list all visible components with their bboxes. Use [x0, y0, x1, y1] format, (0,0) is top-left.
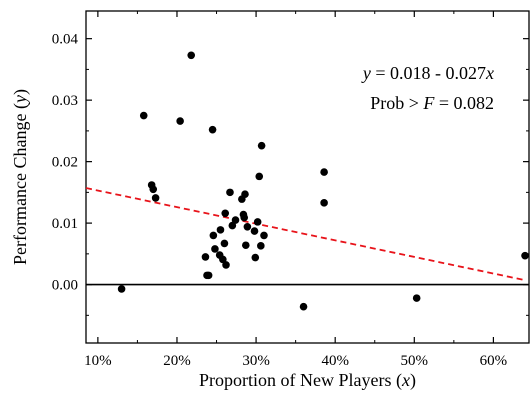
data-point [521, 251, 529, 260]
data-point [320, 199, 328, 207]
data-point [187, 51, 196, 60]
data-point [220, 239, 229, 248]
data-point [226, 188, 234, 197]
data-point [216, 226, 225, 234]
data-point [251, 253, 260, 262]
y-tick-label: 0.00 [52, 278, 78, 294]
plot-frame [85, 10, 530, 344]
data-point [257, 141, 266, 150]
data-point [299, 302, 308, 311]
data-point [228, 221, 237, 230]
data-point [257, 242, 265, 250]
data-point [211, 245, 219, 253]
data-point [243, 223, 252, 231]
x-tick-label: 60% [480, 353, 508, 369]
x-tick-label: 20% [163, 353, 191, 369]
y-tick-label: 0.03 [52, 93, 78, 109]
data-point [253, 218, 262, 226]
x-tick-label: 50% [401, 353, 429, 369]
data-point [231, 216, 240, 224]
plot-area: 0.00 0.01 0.02 0.03 0.04 10% 20% 30% 40% 50% 60% y … [52, 10, 530, 369]
data-point [204, 271, 213, 280]
x-tick-label: 40% [321, 353, 349, 369]
data-point [208, 125, 217, 134]
data-point [222, 261, 230, 269]
data-point [221, 209, 230, 218]
data-point [260, 231, 268, 240]
y-tick-label: 0.04 [52, 32, 79, 48]
data-point [412, 294, 421, 302]
data-point [255, 172, 264, 181]
trendline [85, 187, 526, 282]
prob-f-annotation: Prob > F = 0.082 [370, 93, 494, 113]
y-tick-label: 0.01 [52, 216, 78, 232]
x-tick-label: 10% [84, 353, 112, 369]
data-point [201, 253, 210, 261]
x-axis-title: Proportion of New Players (x) [199, 370, 416, 391]
data-point [139, 111, 148, 120]
data-point [151, 194, 160, 202]
data-point [240, 213, 249, 222]
data-point [250, 227, 259, 235]
data-point [176, 117, 184, 125]
data-point [219, 255, 227, 264]
data-point [209, 231, 218, 240]
data-point [149, 185, 158, 194]
data-point [241, 190, 249, 199]
x-tick-label: 30% [242, 353, 270, 369]
y-tick-label: 0.02 [52, 155, 78, 171]
data-point [117, 285, 126, 293]
regression-equation: y = 0.018 - 0.027x [361, 63, 494, 83]
y-axis-title: Performance Change (y) [10, 89, 31, 265]
data-point [320, 168, 328, 176]
data-point [241, 241, 250, 250]
